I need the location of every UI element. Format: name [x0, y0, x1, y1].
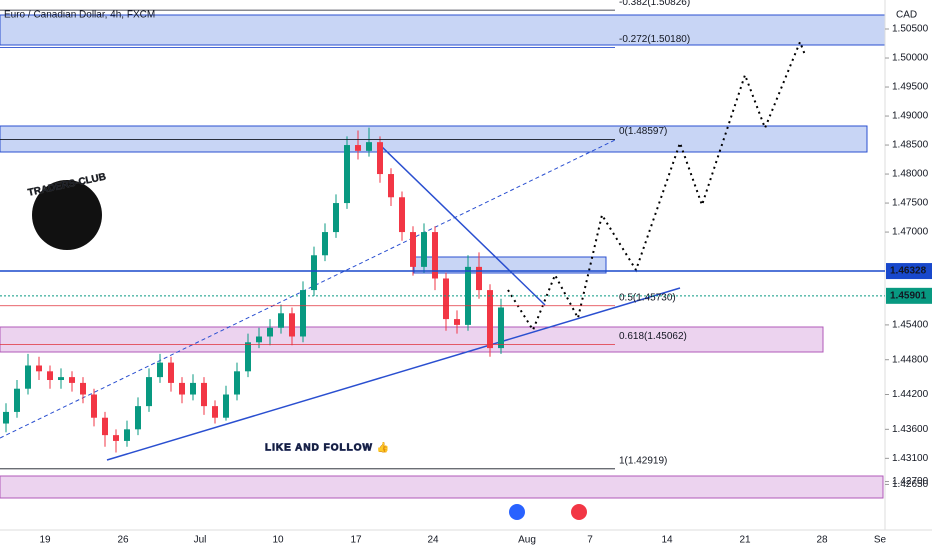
candle-body: [377, 142, 383, 175]
x-tick-label: Se: [874, 535, 887, 546]
overlay-text: LIKE AND FOLLOW 👍: [265, 441, 390, 454]
y-tick-label: 1.50500: [892, 24, 929, 35]
candle-body: [278, 313, 284, 328]
candle-body: [476, 266, 482, 291]
candle-body: [80, 382, 86, 395]
x-tick-label: 21: [739, 535, 751, 546]
candle-body: [47, 371, 53, 381]
y-tick-label: 1.44200: [892, 389, 929, 400]
candle-body: [344, 145, 350, 204]
candle-body: [69, 377, 75, 383]
candle-body: [124, 429, 130, 441]
candle-body: [399, 197, 405, 233]
candle-body: [201, 382, 207, 407]
candle-body: [432, 232, 438, 279]
candle-body: [223, 394, 229, 418]
candle-body: [157, 362, 163, 378]
candle-body: [212, 406, 218, 418]
candle-body: [267, 327, 273, 337]
candle-body: [355, 145, 361, 151]
price-tag: 1.46328: [890, 266, 927, 277]
price-tag: 1.45901: [890, 290, 927, 301]
y-tick-label: 1.43600: [892, 424, 929, 435]
zone-high: [0, 125, 868, 153]
x-tick-label: 19: [39, 535, 51, 546]
candle-body: [443, 278, 449, 320]
y-tick-label: 1.49500: [892, 82, 929, 93]
fib-label: 0(1.48597): [619, 126, 667, 137]
candle-body: [498, 307, 504, 349]
fib-label: 1(1.42919): [619, 455, 667, 466]
candle-body: [190, 382, 196, 395]
trendline-down: [377, 142, 546, 306]
y-tick-label: 1.49000: [892, 111, 929, 122]
x-tick-label: 28: [816, 535, 828, 546]
candle-body: [421, 232, 427, 267]
channel-line: [0, 139, 616, 439]
event-icon: [509, 504, 525, 520]
candle-body: [300, 290, 306, 337]
logo: [32, 180, 102, 250]
candle-body: [388, 174, 394, 198]
zone-top: [0, 14, 886, 46]
x-tick-label: 14: [661, 535, 673, 546]
candle-body: [113, 435, 119, 441]
y-tick-label: 1.48500: [892, 140, 929, 151]
candle-body: [487, 290, 493, 349]
candle-body: [366, 142, 372, 151]
candle-body: [25, 365, 31, 389]
x-tick-label: 17: [350, 535, 362, 546]
candle-body: [168, 362, 174, 383]
candle-body: [454, 319, 460, 325]
zone-support: [0, 326, 824, 353]
candle-body: [135, 406, 141, 430]
y-tick-label: 1.47500: [892, 198, 929, 209]
x-tick-label: 26: [117, 535, 129, 546]
fib-label: -0.272(1.50180): [619, 34, 690, 45]
trendline-up: [106, 287, 681, 461]
y-tick-label: 1.45400: [892, 320, 929, 331]
price-tag-bg: [886, 287, 932, 304]
candle-body: [311, 255, 317, 291]
y-tick-label: 1.50000: [892, 53, 929, 64]
x-tick-label: 24: [427, 535, 439, 546]
chart-title: Euro / Canadian Dollar, 4h, FXCM: [4, 10, 155, 21]
candle-body: [3, 411, 9, 424]
candle-body: [410, 232, 416, 267]
x-tick-label: Aug: [518, 535, 536, 546]
candle-body: [256, 336, 262, 343]
candle-body: [245, 342, 251, 372]
y-tick-label: 1.44800: [892, 354, 929, 365]
candle-body: [91, 394, 97, 418]
fib-label: 0.5(1.45730): [619, 292, 676, 303]
currency-label: CAD: [896, 10, 917, 21]
candle-body: [289, 313, 295, 337]
candle-body: [234, 371, 240, 395]
candle-body: [179, 382, 185, 395]
x-tick-label: 10: [272, 535, 284, 546]
candle-body: [58, 377, 64, 381]
projection-path: [507, 39, 806, 333]
x-tick-label: Jul: [194, 535, 207, 546]
fib-label: -0.382(1.50826): [619, 0, 690, 8]
candle-body: [322, 232, 328, 256]
y-tick-label: 1.48000: [892, 169, 929, 180]
x-tick-label: 7: [587, 535, 593, 546]
fib-label: 0.618(1.45062): [619, 331, 687, 342]
candle-body: [36, 365, 42, 372]
candle-body: [102, 417, 108, 436]
candle-body: [333, 203, 339, 233]
event-icon: [571, 504, 587, 520]
y-tick-label: 1.42650: [892, 479, 929, 490]
price-tag-bg: [886, 263, 932, 280]
y-tick-label: 1.43100: [892, 453, 929, 464]
zone-low: [0, 475, 884, 499]
candle-body: [14, 388, 20, 412]
candle-body: [146, 377, 152, 407]
y-tick-label: 1.42700: [892, 476, 929, 487]
y-tick-label: 1.47000: [892, 227, 929, 238]
